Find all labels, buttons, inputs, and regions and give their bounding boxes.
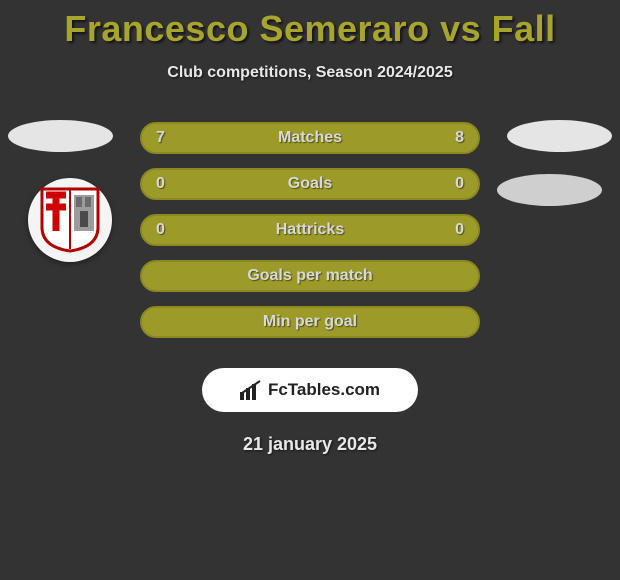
date-text: 21 january 2025: [0, 434, 620, 455]
stat-label: Hattricks: [142, 221, 478, 239]
stat-value-left: 0: [156, 175, 165, 193]
stat-label: Min per goal: [142, 313, 478, 331]
stat-bar: 0Goals0: [140, 168, 480, 200]
page-title: Francesco Semeraro vs Fall: [0, 0, 620, 50]
stat-label: Goals per match: [142, 267, 478, 285]
player-right-team-oval: [507, 120, 612, 152]
stat-value-right: 0: [455, 221, 464, 239]
stat-bar: –Goals per match–: [140, 260, 480, 292]
shield-icon: [40, 187, 100, 253]
stat-value-right: 8: [455, 129, 464, 147]
stat-row: –Goals per match–: [0, 260, 620, 292]
branding-badge[interactable]: FcTables.com: [202, 368, 418, 412]
stat-value-left: 0: [156, 221, 165, 239]
stat-value-left: 7: [156, 129, 165, 147]
subtitle: Club competitions, Season 2024/2025: [0, 64, 620, 82]
stat-row: –Min per goal–: [0, 306, 620, 338]
player-left-team-oval: [8, 120, 113, 152]
stat-bar: 0Hattricks0: [140, 214, 480, 246]
stat-value-right: 0: [455, 175, 464, 193]
bars-icon: [240, 380, 262, 400]
player-right-team-oval-2: [497, 174, 602, 206]
club-crest-left: [28, 178, 112, 262]
stat-label: Goals: [142, 175, 478, 193]
stat-bar: 7Matches8: [140, 122, 480, 154]
stat-bar: –Min per goal–: [140, 306, 480, 338]
branding-text: FcTables.com: [268, 380, 380, 400]
stat-label: Matches: [142, 129, 478, 147]
